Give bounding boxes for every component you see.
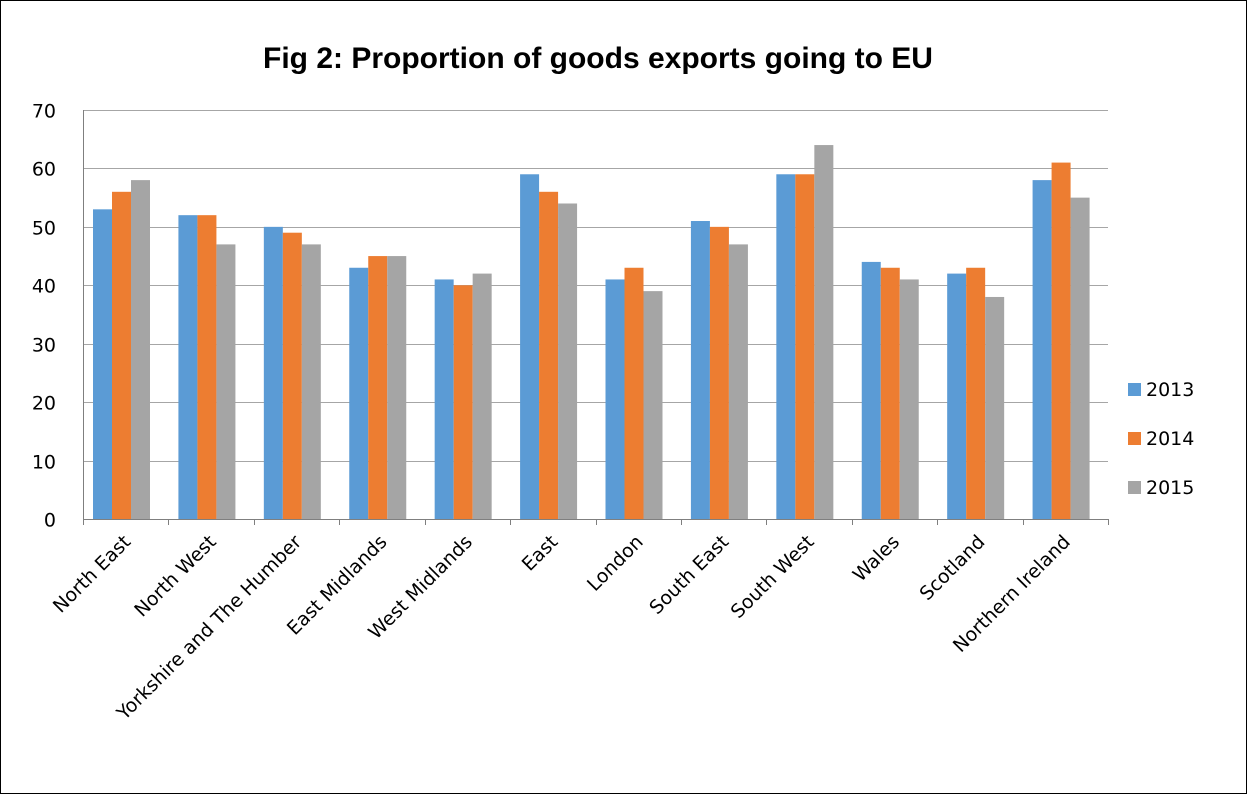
bar-2014-4 <box>453 285 473 519</box>
y-tick-label: 70 <box>32 101 56 123</box>
bar-2015-7 <box>728 244 748 519</box>
chart-title: Fig 2: Proportion of goods exports going… <box>263 42 933 75</box>
bar-2014-8 <box>795 174 815 519</box>
bar-2014-6 <box>624 267 644 519</box>
bar-2015-2 <box>301 244 321 519</box>
bar-2014-11 <box>1051 162 1071 520</box>
bar-2015-6 <box>643 291 663 519</box>
bar-2015-11 <box>1070 197 1090 519</box>
y-tick-label: 0 <box>44 510 56 532</box>
bar-2015-4 <box>472 273 492 519</box>
bar-2015-10 <box>985 296 1005 519</box>
bar-2015-0 <box>131 180 150 519</box>
y-tick-label: 50 <box>32 218 56 240</box>
y-tick-label: 60 <box>32 159 56 181</box>
bar-2015-8 <box>814 145 834 520</box>
y-axis-ticks: 0 10 20 30 40 50 60 70 <box>32 101 56 532</box>
legend-swatch-2015 <box>1128 481 1141 494</box>
bar-2015-3 <box>387 256 407 519</box>
bar-2014-3 <box>368 256 388 519</box>
x-axis <box>83 110 1109 525</box>
bar-2014-10 <box>966 267 986 519</box>
bar-2013-7 <box>690 221 710 519</box>
bar-2013-9 <box>861 261 881 519</box>
bar-2013-2 <box>263 226 283 519</box>
y-tick-label: 40 <box>32 276 56 298</box>
bar-2014-2 <box>282 232 302 519</box>
bar-2013-1 <box>178 215 198 519</box>
y-tick-label: 30 <box>32 335 56 357</box>
bar-2013-8 <box>776 174 796 519</box>
legend-label: 2015 <box>1146 477 1194 499</box>
bars <box>93 145 1090 520</box>
bar-2013-0 <box>93 209 112 520</box>
legend: 2013 2014 2015 <box>1128 379 1194 499</box>
bar-2013-5 <box>520 174 540 519</box>
legend-label: 2013 <box>1146 379 1194 401</box>
y-tick-label: 10 <box>32 452 56 474</box>
bar-2015-9 <box>899 279 919 519</box>
bar-2013-3 <box>349 267 369 519</box>
legend-swatch-2014 <box>1128 432 1141 445</box>
bar-2014-9 <box>880 267 900 519</box>
bar-2013-10 <box>947 273 967 519</box>
bar-2015-1 <box>216 244 236 519</box>
bar-2015-5 <box>558 203 578 519</box>
bar-2013-4 <box>434 279 454 519</box>
bar-2014-1 <box>197 215 217 519</box>
bar-2014-7 <box>709 226 729 519</box>
bar-2014-5 <box>539 191 559 520</box>
legend-label: 2014 <box>1146 428 1194 450</box>
bar-2013-6 <box>605 279 625 519</box>
legend-swatch-2013 <box>1128 383 1141 396</box>
bar-2013-11 <box>1032 180 1052 519</box>
y-tick-label: 20 <box>32 393 56 415</box>
bar-2014-0 <box>112 191 131 520</box>
